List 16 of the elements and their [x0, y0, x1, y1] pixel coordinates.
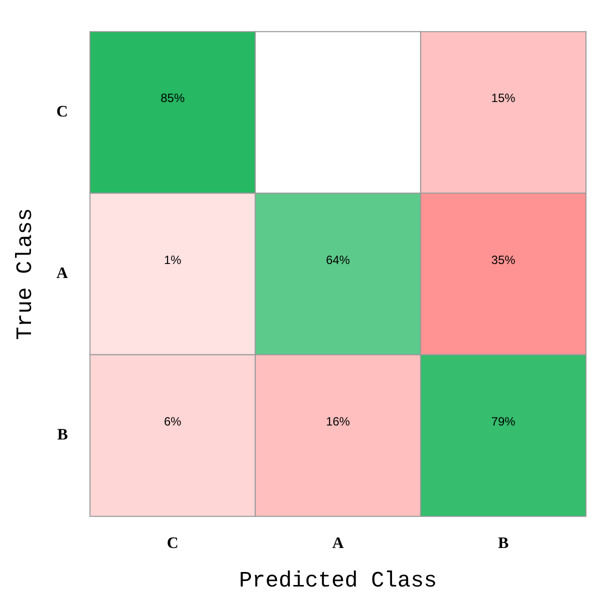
data-label: 85% — [160, 91, 185, 106]
x-tick-label: A — [332, 535, 344, 552]
data-label: 6% — [164, 414, 182, 428]
x-axis-title: Predicted Class — [238, 568, 437, 594]
data-label: 1% — [164, 252, 182, 267]
data-label: 35% — [491, 252, 516, 267]
y-tick-label: A — [56, 265, 68, 282]
data-label: 15% — [491, 91, 516, 106]
x-tick-label: C — [166, 535, 178, 552]
y-tick-label: B — [57, 426, 68, 444]
y-tick-label: C — [56, 104, 68, 121]
data-label: 64% — [326, 252, 350, 267]
y-axis-title: True Class — [13, 208, 38, 340]
data-label: 79% — [491, 414, 516, 428]
data-label: 16% — [326, 414, 350, 428]
x-tick-label: B — [498, 535, 509, 552]
